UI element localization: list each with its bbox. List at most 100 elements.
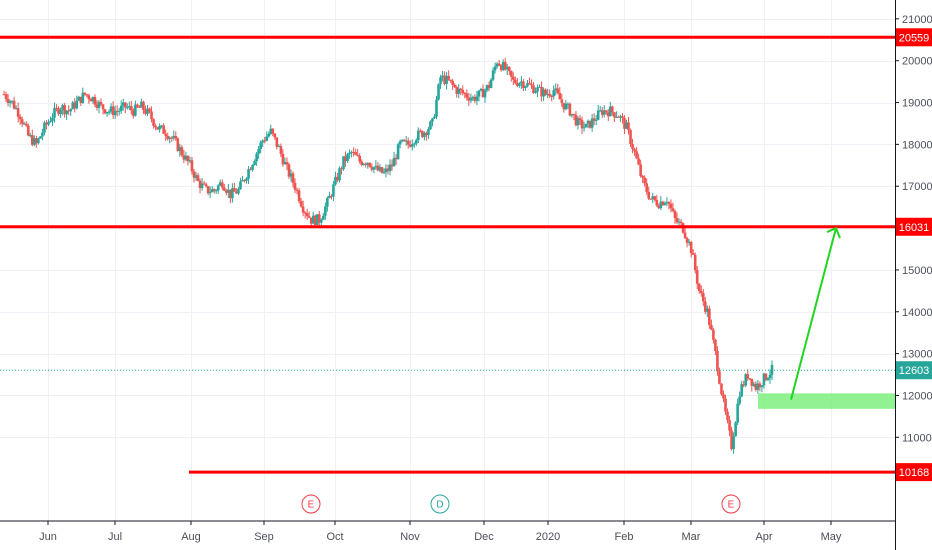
candle-body — [115, 110, 119, 112]
candle-body — [669, 203, 673, 209]
candle-body — [93, 96, 97, 105]
candle — [400, 139, 404, 143]
candle-body — [742, 384, 746, 386]
candle — [37, 137, 40, 145]
candle — [324, 202, 327, 220]
candle — [265, 131, 269, 142]
candle-body — [417, 130, 420, 141]
candle-body — [156, 127, 159, 130]
candle-body — [423, 132, 426, 137]
candle — [461, 85, 465, 96]
candle-body — [441, 75, 444, 78]
candle-body — [338, 168, 341, 181]
candle — [704, 296, 707, 315]
candle — [501, 59, 505, 72]
candle-body — [728, 420, 731, 431]
candle — [641, 174, 644, 184]
candle — [558, 87, 562, 100]
candle-body — [45, 122, 48, 125]
candle-body — [512, 76, 515, 80]
candle — [530, 79, 533, 89]
candle-body — [740, 384, 743, 397]
event-marker-letter: D — [436, 500, 443, 511]
candle — [493, 62, 497, 74]
candle-body — [659, 201, 663, 209]
candle — [712, 327, 715, 344]
candle — [556, 83, 560, 95]
candle-body — [691, 252, 695, 255]
candle-body — [732, 436, 735, 450]
candle — [572, 113, 576, 121]
candle-body — [158, 126, 161, 130]
candle — [277, 144, 281, 148]
candle-body — [117, 110, 121, 112]
candle-body — [65, 110, 68, 115]
candle — [61, 103, 64, 116]
candle — [425, 131, 428, 141]
x-tick-label: Nov — [400, 531, 420, 543]
level-price-tag — [896, 28, 932, 47]
candle — [645, 178, 648, 195]
candle-body — [178, 147, 182, 151]
candle-body — [53, 107, 56, 118]
candle — [287, 162, 291, 179]
candle — [22, 122, 26, 125]
candle — [356, 149, 359, 157]
candle — [128, 101, 131, 111]
candle-body — [580, 120, 584, 129]
candle-body — [67, 110, 70, 112]
candle-body — [37, 138, 40, 144]
candle — [536, 84, 539, 98]
candle — [237, 186, 240, 196]
candle — [689, 240, 693, 258]
candle-body — [657, 205, 661, 209]
candle-body — [14, 108, 18, 110]
candle — [97, 100, 101, 114]
candle-body — [313, 215, 317, 225]
candle — [168, 136, 172, 144]
candle — [95, 100, 99, 111]
candle-body — [10, 100, 14, 102]
candle-body — [544, 89, 547, 95]
candle-body — [227, 189, 230, 193]
candle — [267, 131, 271, 138]
candle — [299, 198, 303, 208]
candle — [592, 113, 596, 126]
candle-body — [309, 217, 313, 224]
candle-body — [542, 89, 545, 97]
candle-body — [176, 138, 180, 151]
candle — [748, 378, 752, 381]
candle — [51, 113, 54, 127]
candle-body — [384, 168, 388, 173]
candle-body — [760, 385, 764, 388]
candle-body — [706, 308, 709, 312]
candle — [176, 137, 180, 152]
level-price-label: 16031 — [899, 222, 930, 234]
candle-body — [758, 383, 762, 388]
candle — [441, 70, 444, 82]
candle — [235, 188, 238, 194]
candle — [487, 81, 491, 92]
candle — [693, 252, 697, 274]
candle-body — [208, 192, 212, 194]
candle-body — [6, 99, 10, 103]
candle — [718, 367, 721, 385]
candle-body — [362, 163, 366, 165]
grid-lines — [0, 0, 895, 521]
candle-body — [687, 241, 691, 243]
candle — [499, 64, 503, 72]
candle — [194, 172, 198, 181]
support-zone — [758, 393, 895, 409]
candle — [404, 135, 408, 146]
candle-body — [400, 139, 404, 142]
candle — [352, 147, 355, 157]
projection-arrow-head — [826, 226, 841, 239]
y-tick-label: 14000 — [902, 307, 932, 319]
candle-body — [524, 86, 527, 89]
candle-body — [358, 155, 362, 162]
candle-body — [55, 107, 58, 109]
candle — [724, 394, 727, 415]
candle — [651, 192, 655, 204]
candle — [35, 135, 38, 148]
